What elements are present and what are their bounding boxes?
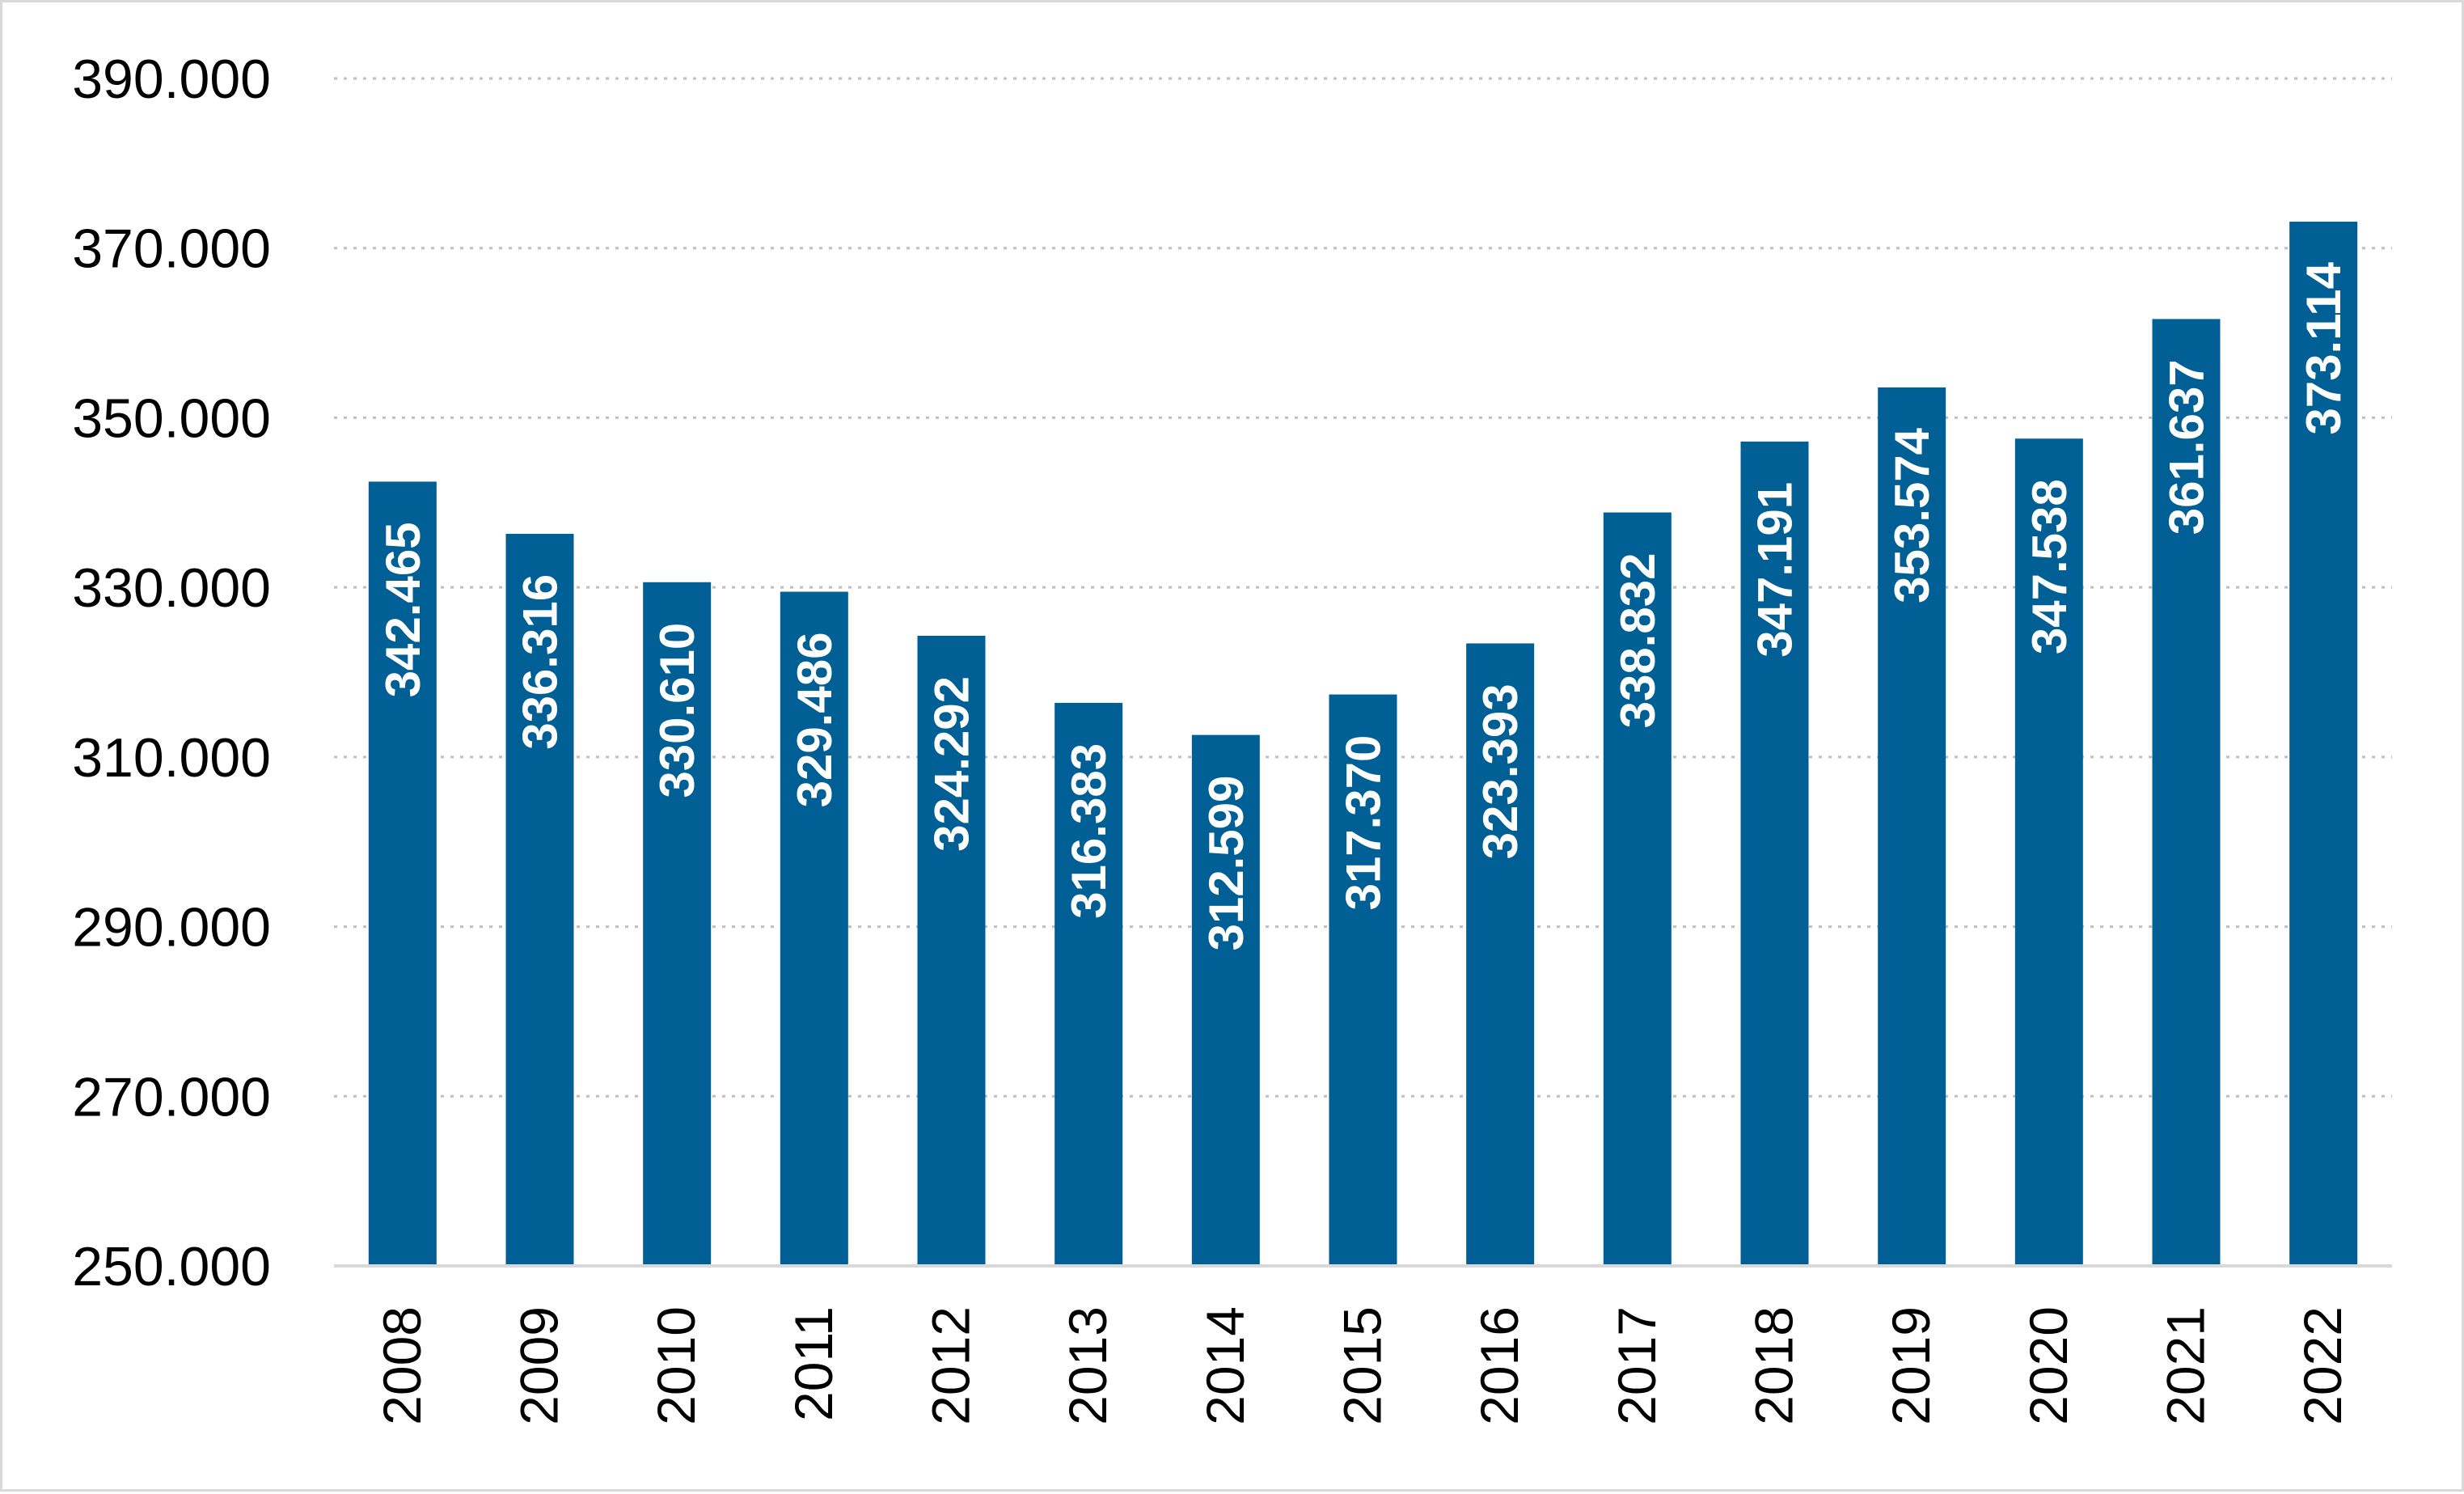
bar-2009 <box>505 533 574 1266</box>
bar-2013 <box>1054 702 1123 1266</box>
bar-2010 <box>643 582 712 1266</box>
data-label-2017: 338.832 <box>1611 553 1665 729</box>
y-tick-label: 390.000 <box>72 49 271 110</box>
y-tick-label: 370.000 <box>72 218 271 280</box>
data-label-2012: 324.292 <box>925 676 979 852</box>
bar-2017 <box>1603 512 1672 1266</box>
x-tick-label-2012: 2012 <box>921 1306 981 1425</box>
bar-2019 <box>1878 387 1946 1266</box>
y-tick-label: 310.000 <box>72 727 271 789</box>
x-tick-label-2017: 2017 <box>1607 1306 1667 1425</box>
x-tick-label-2018: 2018 <box>1744 1306 1804 1425</box>
bar-2016 <box>1466 643 1535 1266</box>
x-tick-label-2008: 2008 <box>372 1306 432 1425</box>
y-tick-label: 330.000 <box>72 557 271 619</box>
x-tick-label-2021: 2021 <box>2156 1306 2216 1425</box>
bar-2008 <box>368 481 437 1266</box>
x-tick-label-2022: 2022 <box>2293 1306 2352 1425</box>
x-tick-label-2014: 2014 <box>1195 1306 1255 1425</box>
data-label-2020: 347.538 <box>2022 479 2077 654</box>
y-tick-label: 350.000 <box>72 387 271 449</box>
data-label-2021: 361.637 <box>2160 359 2214 535</box>
x-tick-label-2010: 2010 <box>646 1306 706 1425</box>
bars <box>368 222 2358 1267</box>
x-tick-label-2020: 2020 <box>2018 1306 2078 1425</box>
y-tick-label: 290.000 <box>72 897 271 959</box>
data-label-2022: 373.114 <box>2297 261 2351 434</box>
data-label-2009: 336.316 <box>514 574 568 750</box>
data-label-2013: 316.383 <box>1062 743 1116 919</box>
bar-2014 <box>1191 734 1260 1266</box>
data-label-2018: 347.191 <box>1748 482 1803 658</box>
data-label-2008: 342.465 <box>376 522 430 697</box>
labels: 250.000 270.000 290.000 310.000 330.000 350.0… <box>72 49 2352 1425</box>
x-tick-label-2015: 2015 <box>1333 1306 1393 1425</box>
data-label-2014: 312.599 <box>1199 776 1253 951</box>
bar-2011 <box>780 591 848 1266</box>
x-tick-label-2016: 2016 <box>1469 1306 1529 1425</box>
data-label-2019: 353.574 <box>1885 427 1939 603</box>
bar-2020 <box>2014 438 2083 1266</box>
bar-2018 <box>1740 441 1809 1266</box>
y-tick-label: 270.000 <box>72 1066 271 1128</box>
x-tick-label-2011: 2011 <box>784 1306 843 1421</box>
data-label-2011: 329.486 <box>788 633 842 808</box>
bar-2022 <box>2289 222 2358 1266</box>
x-tick-label-2009: 2009 <box>509 1306 569 1425</box>
bar-2015 <box>1329 694 1397 1266</box>
x-tick-label-2019: 2019 <box>1881 1306 1941 1425</box>
data-label-2010: 330.610 <box>650 623 704 798</box>
bar-2012 <box>917 635 986 1266</box>
data-label-2016: 323.393 <box>1473 684 1528 859</box>
x-tick-label-2013: 2013 <box>1058 1306 1118 1425</box>
y-tick-label: 250.000 <box>72 1236 271 1297</box>
bar-2021 <box>2152 319 2221 1267</box>
data-label-2015: 317.370 <box>1337 735 1391 911</box>
